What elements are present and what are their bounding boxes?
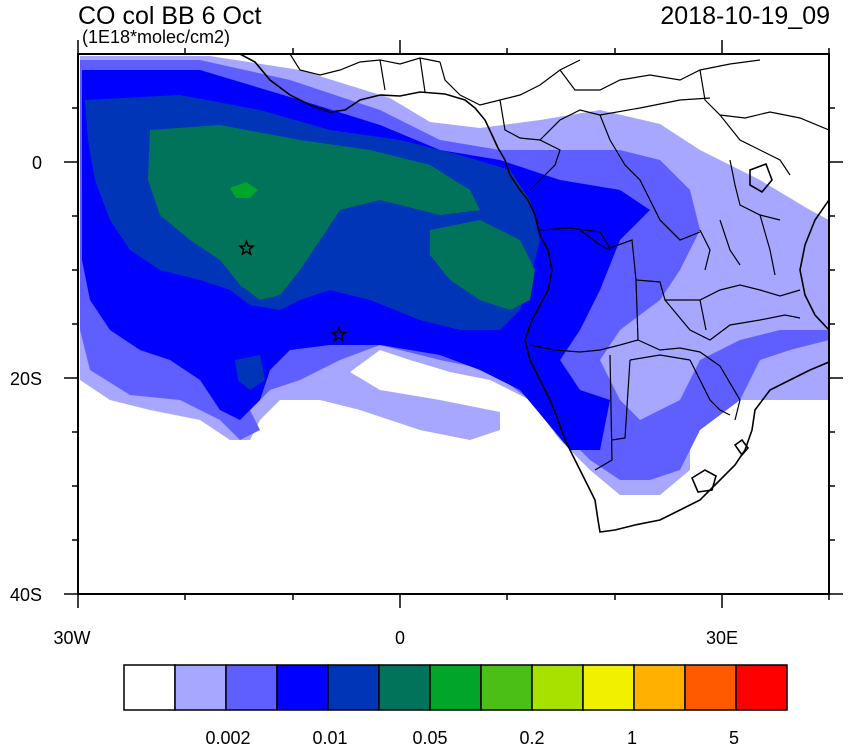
plume-band-teal-south (235, 355, 265, 390)
colorbar-labels: 0.002 0.01 0.05 0.2 1 5 (205, 728, 739, 747)
map-title: CO col BB 6 Oct (78, 2, 262, 30)
colorbar-swatch (633, 664, 686, 711)
colorbar-swatch (378, 664, 431, 711)
x-tick-label-30e: 30E (706, 628, 738, 648)
colorbar-swatch (735, 664, 788, 711)
lake-outline (749, 162, 773, 194)
colorbar-label-0002: 0.002 (205, 728, 250, 747)
island-outline (733, 438, 750, 457)
lesotho-outline (690, 469, 717, 493)
colorbar-label-005: 0.05 (412, 728, 447, 747)
plume-band-green (230, 182, 258, 198)
plume-band-teal (148, 125, 480, 300)
co-plume-field (78, 54, 829, 594)
colorbar-swatch (225, 664, 278, 711)
colorbar-swatch (276, 664, 329, 711)
colorbar-swatch (531, 664, 584, 711)
colorbar-swatch (684, 664, 737, 711)
country-borders (289, 54, 829, 471)
star-marker-1 (237, 239, 256, 256)
east-africa-coast (799, 199, 829, 331)
colorbar-swatch (174, 664, 227, 711)
colorbar-label-1: 1 (627, 728, 637, 747)
colorbar-swatch (327, 664, 380, 711)
x-tick-label-0: 0 (395, 628, 405, 648)
coastlines (239, 54, 829, 533)
colorbar-swatch (480, 664, 533, 711)
markers-layer (237, 239, 348, 343)
x-tick-label-30w: 30W (53, 628, 90, 648)
southern-africa-coast (497, 147, 829, 533)
axis-ticks (64, 40, 843, 608)
y-tick-label-20s: 20S (10, 369, 42, 389)
star-marker-2 (329, 325, 348, 343)
y-tick-label-40s: 40S (10, 585, 42, 605)
plume-band-teal-east (430, 220, 535, 310)
west-africa-coast (239, 54, 499, 149)
colorbar-swatch (123, 664, 176, 711)
colorbar-label-001: 0.01 (312, 728, 347, 747)
colorbar-label-5: 5 (729, 728, 739, 747)
colorbar (123, 664, 788, 711)
timestamp-label: 2018-10-19_09 (660, 2, 830, 30)
units-label: (1E18*molec/cm2) (82, 27, 231, 47)
colorbar-swatch (582, 664, 635, 711)
y-tick-label-0: 0 (32, 153, 42, 173)
colorbar-label-02: 0.2 (519, 728, 544, 747)
colorbar-swatch (429, 664, 482, 711)
